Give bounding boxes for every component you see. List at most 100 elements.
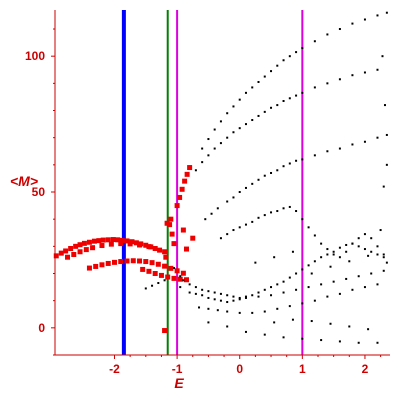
data-point	[207, 307, 210, 310]
data-point	[146, 268, 152, 274]
x-tick-label: 2	[362, 362, 369, 376]
data-point	[194, 169, 197, 172]
data-point	[295, 159, 298, 162]
data-point	[332, 253, 335, 256]
data-point	[108, 241, 114, 247]
data-point	[326, 253, 329, 256]
data-point	[357, 341, 360, 344]
data-point	[282, 280, 285, 283]
data-point	[257, 114, 260, 117]
data-point	[295, 94, 298, 97]
data-point	[226, 301, 229, 304]
data-point	[320, 283, 323, 286]
data-point	[179, 286, 182, 289]
data-point	[232, 299, 235, 302]
data-point	[238, 191, 241, 194]
data-point	[207, 290, 210, 293]
data-point	[151, 284, 154, 287]
data-point	[329, 322, 332, 325]
data-point	[219, 292, 222, 295]
data-point	[348, 325, 351, 328]
data-point	[111, 259, 117, 265]
data-point	[376, 245, 379, 248]
data-point	[216, 309, 219, 312]
data-point	[276, 283, 279, 286]
data-point	[345, 243, 348, 246]
data-point	[288, 305, 291, 308]
data-point	[383, 104, 386, 107]
data-point	[313, 234, 316, 237]
data-point	[118, 259, 124, 265]
data-point	[91, 238, 97, 244]
data-point	[152, 246, 158, 252]
x-tick-label: -2	[109, 362, 120, 376]
data-point	[348, 260, 351, 263]
data-point	[276, 307, 279, 310]
data-point	[338, 340, 341, 343]
y-axis-label: <M>	[10, 173, 38, 189]
data-point	[124, 238, 130, 244]
data-point	[226, 310, 229, 313]
data-point	[332, 250, 335, 253]
data-point	[53, 253, 59, 259]
data-point	[345, 250, 348, 253]
data-point	[86, 265, 92, 271]
data-point	[276, 169, 279, 172]
y-tick-label: 0	[38, 321, 45, 335]
data-point	[301, 302, 304, 305]
data-point	[295, 272, 298, 275]
data-point	[219, 142, 222, 145]
y-tick-label: 50	[32, 185, 46, 199]
data-point	[295, 288, 298, 291]
data-point	[226, 325, 229, 328]
data-point	[357, 237, 360, 240]
data-point	[363, 248, 366, 251]
data-point	[301, 47, 304, 50]
data-point	[149, 260, 155, 266]
data-point	[332, 280, 335, 283]
data-point	[118, 241, 124, 247]
data-point	[313, 86, 316, 89]
data-point	[164, 220, 170, 226]
data-point	[291, 250, 294, 253]
data-point	[219, 299, 222, 302]
data-point	[219, 237, 222, 240]
data-point	[140, 266, 146, 272]
data-point	[184, 171, 190, 177]
data-point	[307, 226, 310, 229]
data-point	[226, 200, 229, 203]
data-point	[273, 321, 276, 324]
data-point	[270, 171, 273, 174]
data-point	[320, 256, 323, 259]
data-point	[301, 218, 304, 221]
data-point	[210, 212, 213, 215]
data-point	[263, 174, 266, 177]
data-point	[232, 295, 235, 298]
data-point	[329, 265, 332, 268]
data-point	[310, 320, 313, 323]
data-point	[326, 150, 329, 153]
data-point	[133, 240, 139, 246]
data-point	[169, 231, 175, 237]
data-point	[385, 133, 388, 136]
data-point	[376, 14, 379, 17]
data-point	[326, 33, 329, 36]
data-point	[207, 154, 210, 157]
data-point	[338, 147, 341, 150]
data-point	[338, 28, 341, 31]
data-point	[276, 210, 279, 213]
data-point	[182, 279, 185, 282]
data-point	[370, 272, 373, 275]
data-point	[238, 296, 241, 299]
data-point	[295, 210, 298, 213]
data-point	[313, 299, 316, 302]
data-point	[307, 264, 310, 267]
data-point	[213, 128, 216, 131]
data-point	[254, 261, 257, 264]
data-point	[357, 275, 360, 278]
data-point	[226, 136, 229, 139]
data-point	[207, 296, 210, 299]
data-point	[177, 276, 183, 282]
data-point	[115, 237, 121, 243]
data-point	[213, 298, 216, 301]
